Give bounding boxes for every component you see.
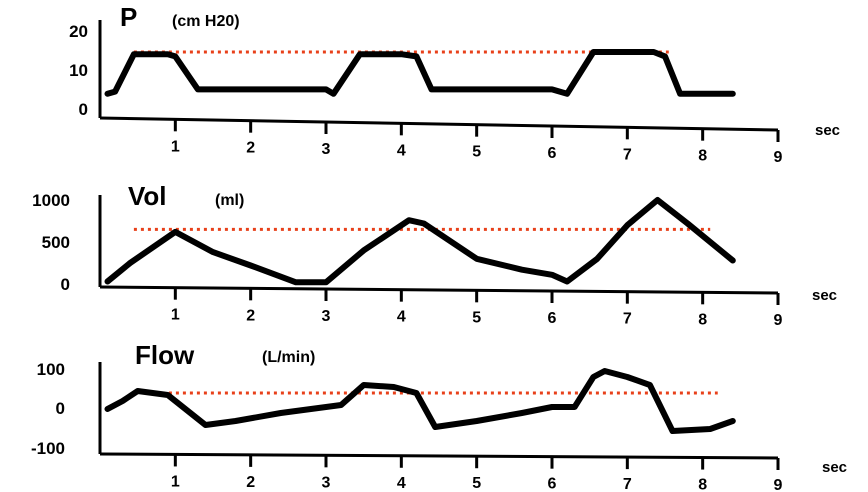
volume-y-tick-0: 0 [61,275,70,294]
pressure-x-tick-9: 9 [774,149,783,166]
flow-x-tick-6: 6 [548,476,557,492]
pressure-x-axis [99,116,779,132]
volume-x-tick-8: 8 [698,311,707,328]
volume-x-tick-7: 7 [623,311,632,328]
pressure-panel: P (cm H20) 20 10 0 1 2 3 4 5 6 7 8 9 sec [69,2,840,166]
pressure-x-tick-1: 1 [171,138,180,155]
pressure-x-tick-4: 4 [397,142,406,159]
flow-chart-title: Flow [135,340,195,370]
pressure-x-tick-3: 3 [322,141,331,158]
pressure-x-axis-label: sec [815,122,840,139]
flow-x-tick-3: 3 [322,474,331,491]
volume-x-tick-3: 3 [322,308,331,325]
volume-x-tick-6: 6 [548,310,557,327]
pressure-chart-title: P [120,2,137,32]
volume-waveform [104,197,736,286]
volume-y-axis-label: (ml) [215,192,244,209]
flow-x-axis [99,452,779,460]
flow-y-axis-label: (L/min) [262,349,315,366]
flow-y-tick-0: 0 [56,399,65,418]
pressure-x-tick-7: 7 [623,146,632,163]
flow-x-axis-label: sec [822,459,847,476]
flow-x-ticks: 1 2 3 4 5 6 7 8 9 [171,454,783,492]
volume-x-tick-1: 1 [171,307,180,324]
volume-x-tick-9: 9 [774,312,783,329]
pressure-waveform [104,49,736,97]
flow-x-tick-2: 2 [246,474,255,491]
volume-x-ticks: 1 2 3 4 5 6 7 8 9 [171,287,783,329]
volume-x-axis-label: sec [812,287,837,304]
flow-waveform [104,368,736,434]
flow-x-tick-9: 9 [774,477,783,492]
volume-x-tick-2: 2 [246,307,255,324]
flow-x-tick-1: 1 [171,473,180,490]
volume-panel: Vol (ml) 1000 500 0 1 2 3 4 5 6 7 8 9 sec [32,181,837,329]
volume-x-tick-5: 5 [472,309,481,326]
pressure-y-axis-label: (cm H20) [172,13,240,30]
flow-y-tick-100: 100 [37,360,65,379]
flow-x-tick-4: 4 [397,475,406,492]
pressure-x-tick-2: 2 [246,140,255,157]
volume-chart-title: Vol [128,181,167,211]
pressure-x-tick-6: 6 [548,145,557,162]
pressure-x-ticks: 1 2 3 4 5 6 7 8 9 [171,119,783,166]
pressure-y-tick-20: 20 [69,22,88,41]
flow-y-tick-minus-100: -100 [31,439,65,458]
pressure-y-tick-0: 0 [79,100,88,119]
flow-x-tick-8: 8 [698,477,707,492]
volume-x-axis [99,285,779,295]
pressure-x-tick-8: 8 [698,148,707,165]
volume-y-tick-500: 500 [42,233,70,252]
flow-x-tick-5: 5 [472,475,481,492]
pressure-x-tick-5: 5 [472,144,481,161]
flow-x-tick-7: 7 [623,476,632,492]
volume-x-tick-4: 4 [397,309,406,326]
flow-panel: Flow (L/min) 100 0 -100 1 2 3 4 5 6 7 8 9 sec [31,340,847,492]
pressure-y-tick-10: 10 [69,61,88,80]
volume-y-tick-1000: 1000 [32,191,70,210]
